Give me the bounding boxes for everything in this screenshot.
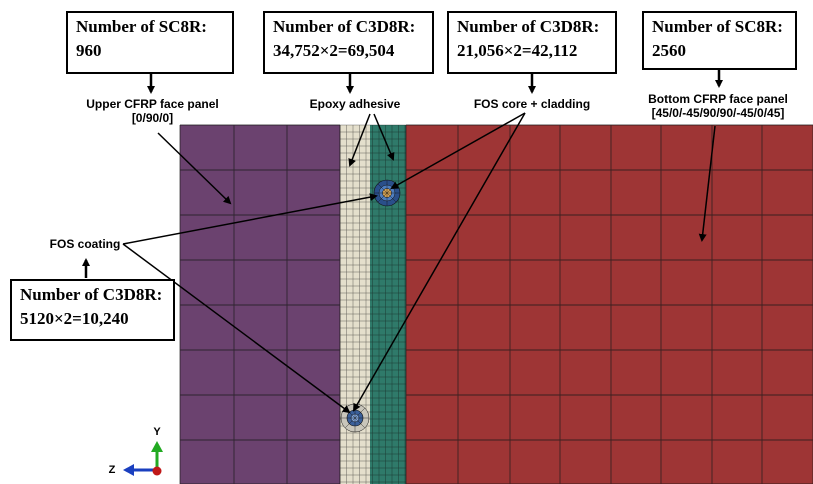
z-axis-label: Z <box>108 464 116 476</box>
box-value: 34,752×2=69,504 <box>273 41 395 60</box>
box-value: 21,056×2=42,112 <box>457 41 578 60</box>
box-title: Number of C3D8R: <box>273 17 416 36</box>
box-value: 960 <box>76 41 102 60</box>
upper-panel-label-line1: Upper CFRP face panel <box>86 97 219 111</box>
fos-core-label: FOS core + cladding <box>457 97 607 111</box>
box-title: Number of C3D8R: <box>457 17 600 36</box>
upper-cfrp-panel <box>180 125 340 484</box>
coarse-mesh <box>179 124 813 484</box>
bottom-panel-label-line1: Bottom CFRP face panel <box>648 92 788 106</box>
upper-sc8r-count-box: Number of SC8R: 960 <box>66 11 234 74</box>
bottom-panel-label: Bottom CFRP face panel [45/0/-45/90/90/-… <box>633 92 803 120</box>
box-title: Number of C3D8R: <box>20 285 163 304</box>
box-title: Number of SC8R: <box>652 17 783 36</box>
bottom-sc8r-count-box: Number of SC8R: 2560 <box>642 11 797 70</box>
upper-panel-label: Upper CFRP face panel [0/90/0] <box>70 97 235 125</box>
y-axis-label: Y <box>153 426 161 438</box>
origin-dot <box>152 466 162 476</box>
upper-panel-label-line2: [0/90/0] <box>131 111 174 125</box>
box-value: 5120×2=10,240 <box>20 309 129 328</box>
bottom-cfrp-panel <box>406 125 813 484</box>
fos-fiber-bottom <box>340 403 370 433</box>
box-arrows <box>82 70 723 278</box>
coating-c3d8r-count-box: Number of C3D8R: 5120×2=10,240 <box>10 279 175 341</box>
axis-triad <box>123 441 163 476</box>
fos-region <box>370 125 406 484</box>
fos-coating-label: FOS coating <box>40 237 130 251</box>
box-value: 2560 <box>652 41 686 60</box>
fos-fiber-top <box>373 179 401 207</box>
box-title: Number of SC8R: <box>76 17 207 36</box>
fos-c3d8r-count-box: Number of C3D8R: 21,056×2=42,112 <box>447 11 617 74</box>
epoxy-c3d8r-count-box: Number of C3D8R: 34,752×2=69,504 <box>263 11 434 74</box>
epoxy-label: Epoxy adhesive <box>300 97 410 111</box>
epoxy-label-text: Epoxy adhesive <box>309 97 401 111</box>
fos-core-label-text: FOS core + cladding <box>473 97 591 111</box>
pointer-lines <box>122 112 716 414</box>
bottom-panel-label-line2: [45/0/-45/90/90/-45/0/45] <box>651 106 785 120</box>
fos-coating-label-text: FOS coating <box>49 237 121 251</box>
